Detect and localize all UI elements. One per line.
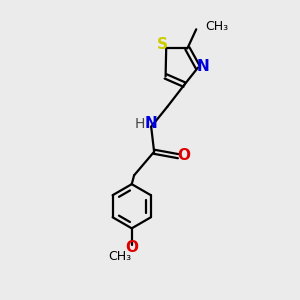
Text: CH₃: CH₃ — [108, 250, 131, 263]
Text: N: N — [197, 59, 210, 74]
Text: CH₃: CH₃ — [206, 20, 229, 33]
Text: N: N — [145, 116, 158, 131]
Text: H: H — [135, 117, 145, 131]
Text: O: O — [125, 240, 138, 255]
Text: S: S — [157, 38, 168, 52]
Text: O: O — [177, 148, 190, 163]
